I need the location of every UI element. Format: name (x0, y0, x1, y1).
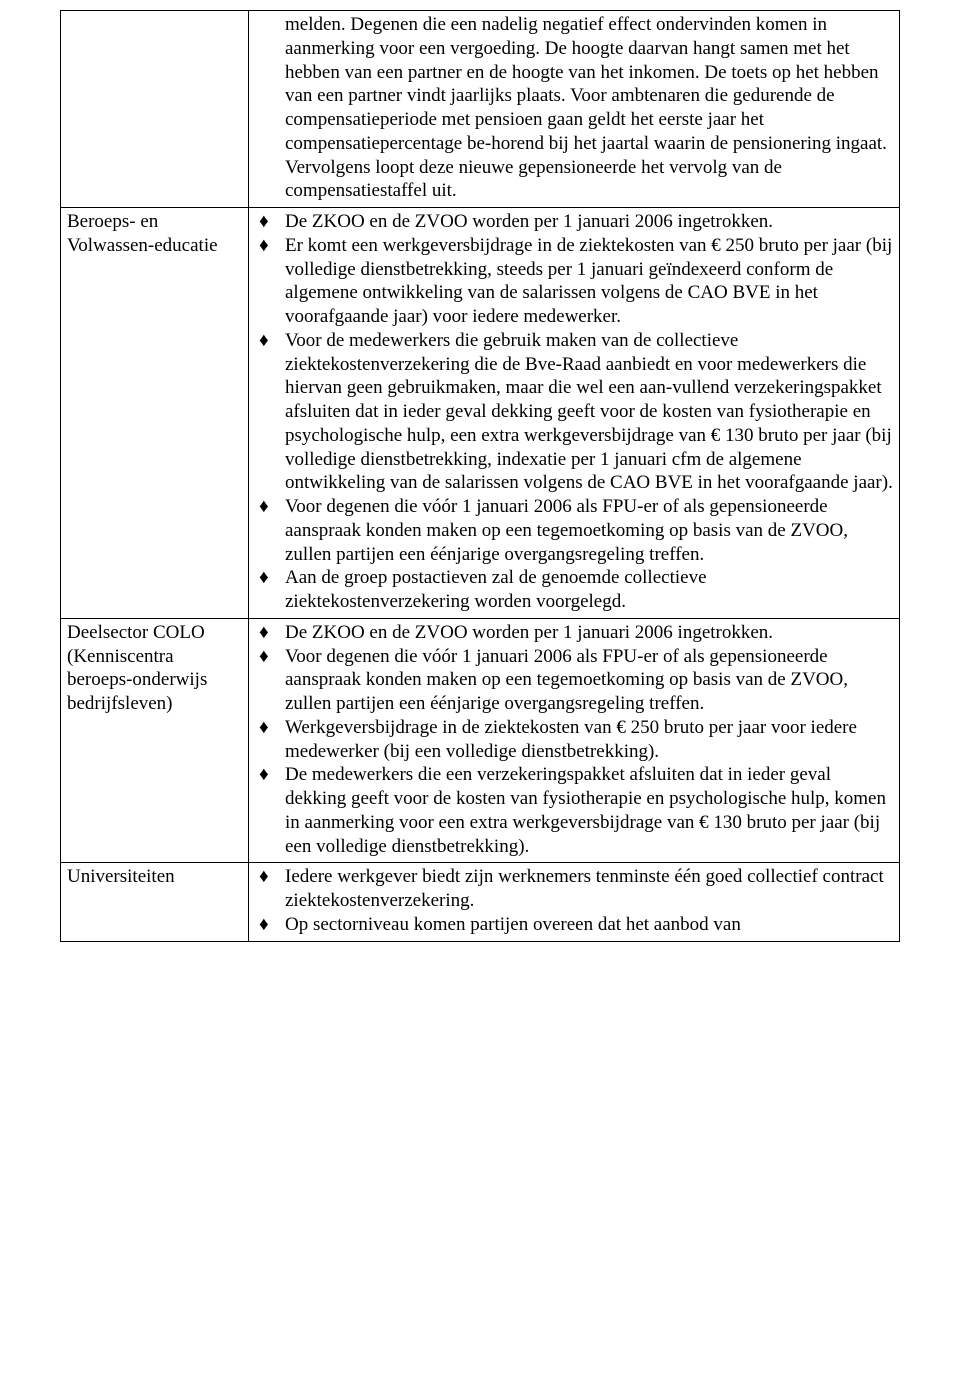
list-item: Iedere werkgever biedt zijn werknemers t… (255, 865, 893, 913)
table-row: Beroeps- en Volwassen-educatie De ZKOO e… (61, 208, 900, 619)
document-page: melden. Degenen die een nadelig negatief… (0, 0, 960, 952)
list-item: De ZKOO en de ZVOO worden per 1 januari … (255, 210, 893, 234)
row-content: De ZKOO en de ZVOO worden per 1 januari … (249, 208, 900, 619)
list-item: Voor de medewerkers die gebruik maken va… (255, 329, 893, 495)
table-row: Universiteiten Iedere werkgever biedt zi… (61, 863, 900, 941)
content-table: melden. Degenen die een nadelig negatief… (60, 10, 900, 942)
list-item: Werkgeversbijdrage in de ziektekosten va… (255, 716, 893, 764)
row-label: Deelsector COLO (Kenniscentra beroeps-on… (61, 618, 249, 863)
row-label: Universiteiten (61, 863, 249, 941)
list-item: De medewerkers die een verzekeringspakke… (255, 763, 893, 858)
list-item: De ZKOO en de ZVOO worden per 1 januari … (255, 621, 893, 645)
row-label: Beroeps- en Volwassen-educatie (61, 208, 249, 619)
table-row: Deelsector COLO (Kenniscentra beroeps-on… (61, 618, 900, 863)
bullet-list: Iedere werkgever biedt zijn werknemers t… (255, 865, 893, 936)
bullet-list: De ZKOO en de ZVOO worden per 1 januari … (255, 210, 893, 614)
list-item: Voor degenen die vóór 1 januari 2006 als… (255, 495, 893, 566)
row-content: melden. Degenen die een nadelig negatief… (249, 11, 900, 208)
list-item: Aan de groep postactieven zal de genoemd… (255, 566, 893, 614)
row-label (61, 11, 249, 208)
row-content: De ZKOO en de ZVOO worden per 1 januari … (249, 618, 900, 863)
list-item: Voor degenen die vóór 1 januari 2006 als… (255, 645, 893, 716)
paragraph-text: melden. Degenen die een nadelig negatief… (255, 13, 893, 203)
list-item: Er komt een werkgeversbijdrage in de zie… (255, 234, 893, 329)
list-item: Op sectorniveau komen partijen overeen d… (255, 913, 893, 937)
row-content: Iedere werkgever biedt zijn werknemers t… (249, 863, 900, 941)
bullet-list: De ZKOO en de ZVOO worden per 1 januari … (255, 621, 893, 859)
table-row: melden. Degenen die een nadelig negatief… (61, 11, 900, 208)
